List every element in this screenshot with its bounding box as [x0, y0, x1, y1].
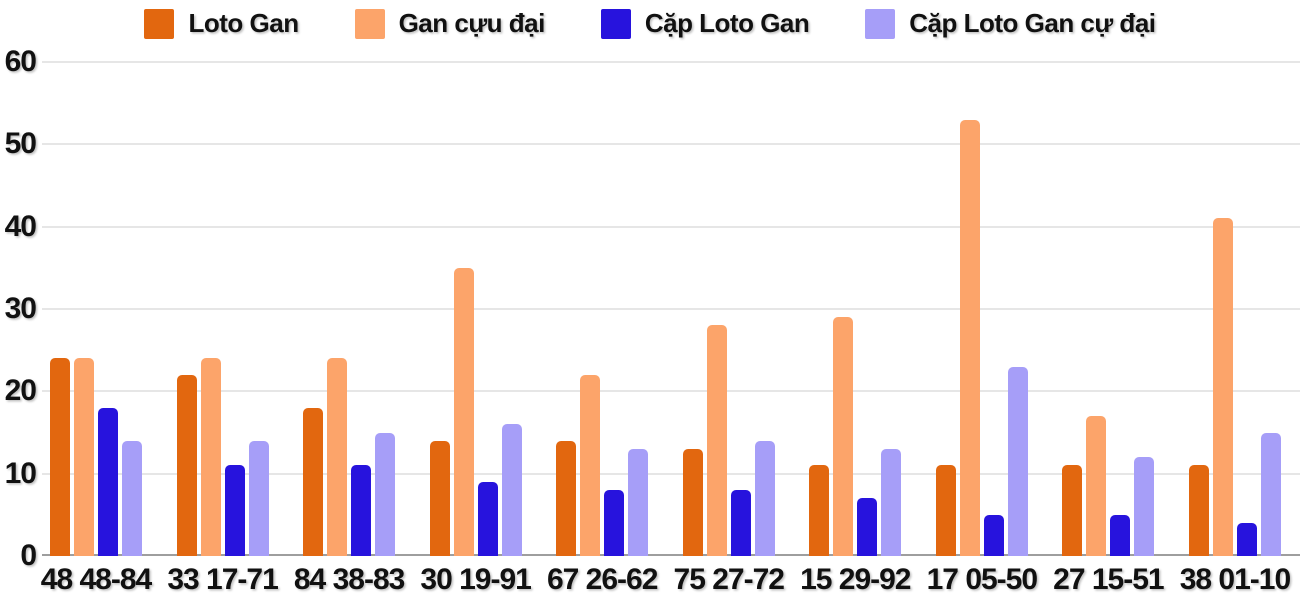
x-tick-label: 84 38-83: [293, 563, 405, 596]
x-axis-line: [42, 554, 1300, 556]
legend-swatch-icon: [144, 8, 175, 39]
y-tick-label: 20: [4, 374, 37, 408]
bar[interactable]: [176, 374, 197, 556]
bar-group: [809, 62, 902, 556]
bar[interactable]: [833, 317, 854, 556]
x-tick-label: 33 17-71: [167, 563, 278, 596]
x-tick-label: 67 26-62: [546, 563, 658, 596]
bar[interactable]: [857, 498, 878, 556]
legend-item[interactable]: Gan cựu đại: [354, 8, 546, 39]
bar[interactable]: [327, 358, 348, 556]
bar[interactable]: [1007, 366, 1028, 556]
bar-group: [50, 62, 142, 556]
bar[interactable]: [983, 514, 1004, 556]
bar-group: [1062, 62, 1155, 556]
bar[interactable]: [556, 440, 577, 556]
x-tick-label: 30 19-91: [420, 563, 531, 596]
bar[interactable]: [1086, 416, 1107, 556]
bar-group: [303, 62, 396, 556]
bar-group: [176, 62, 269, 556]
bar[interactable]: [754, 440, 775, 556]
x-tick-label: 27 15-51: [1053, 563, 1164, 596]
bar[interactable]: [375, 432, 396, 556]
gridline: [42, 472, 1300, 475]
bar[interactable]: [453, 267, 474, 556]
gridline: [42, 308, 1300, 310]
x-tick-label: 15 29-92: [800, 563, 911, 596]
bar[interactable]: [74, 358, 94, 556]
bar[interactable]: [809, 465, 830, 556]
bar[interactable]: [98, 407, 118, 556]
y-tick-label: 60: [4, 45, 37, 78]
gridline: [42, 143, 1300, 146]
legend-item[interactable]: Cặp Loto Gan cự đại: [865, 8, 1156, 39]
x-tick-label: 38 01-10: [1179, 563, 1291, 596]
bar[interactable]: [1236, 523, 1257, 556]
bar-group: [429, 62, 522, 556]
bar[interactable]: [1134, 457, 1155, 556]
legend-item[interactable]: Cặp Loto Gan: [600, 8, 810, 39]
legend-item[interactable]: Loto Gan: [144, 8, 299, 39]
bar[interactable]: [959, 119, 980, 556]
bar[interactable]: [1110, 514, 1131, 556]
bar[interactable]: [730, 490, 751, 556]
bar[interactable]: [706, 325, 727, 556]
bar[interactable]: [429, 440, 450, 556]
y-axis: 0 10 20 30 40 50 60: [0, 45, 37, 572]
bar[interactable]: [224, 465, 245, 556]
legend-label: Loto Gan: [188, 8, 299, 38]
legend-label: Cặp Loto Gan cự đại: [909, 8, 1156, 38]
x-tick-label: 75 27-72: [673, 563, 785, 596]
x-tick-label: 17 05-50: [926, 563, 1038, 596]
bar[interactable]: [628, 448, 649, 556]
legend-label: Gan cựu đại: [398, 8, 546, 38]
bar[interactable]: [351, 465, 372, 556]
bar[interactable]: [248, 440, 269, 556]
bar-groups: [42, 62, 1300, 556]
bar[interactable]: [303, 407, 324, 556]
bar[interactable]: [935, 465, 956, 556]
bar[interactable]: [1212, 218, 1233, 556]
plot-area: [42, 61, 1300, 556]
legend-swatch-icon: [354, 8, 385, 39]
bar-group: [1188, 62, 1281, 556]
gridline: [42, 61, 1300, 63]
bar[interactable]: [682, 448, 703, 556]
y-tick-label: 40: [4, 209, 37, 243]
bar[interactable]: [1188, 465, 1209, 556]
bar[interactable]: [1260, 432, 1281, 556]
bar[interactable]: [604, 490, 625, 556]
legend-label: Cặp Loto Gan: [644, 8, 810, 38]
bar[interactable]: [477, 481, 498, 556]
gridline: [42, 390, 1300, 393]
legend-swatch-icon: [865, 8, 896, 39]
bar-group: [935, 62, 1028, 556]
y-tick-label: 50: [4, 127, 37, 161]
x-axis: 48 48-84 33 17-71 84 38-83 30 19-91 67 26-62…: [40, 563, 1300, 597]
chart-legend: Loto Gan Gan cựu đại Cặp Loto Gan Cặp Loto …: [0, 8, 1300, 39]
legend-swatch-icon: [600, 8, 631, 39]
y-tick-label: 0: [20, 539, 37, 572]
bar[interactable]: [501, 424, 522, 556]
bar[interactable]: [200, 358, 221, 556]
x-tick-label: 48 48-84: [40, 563, 152, 596]
y-tick-label: 10: [4, 456, 37, 490]
gridline: [42, 225, 1300, 228]
y-tick-label: 30: [4, 292, 37, 325]
bar-group: [556, 62, 649, 556]
bar[interactable]: [1062, 465, 1083, 556]
bar[interactable]: [881, 448, 902, 556]
bar[interactable]: [580, 374, 601, 556]
bar[interactable]: [122, 440, 142, 556]
bar-group: [682, 62, 775, 556]
bar[interactable]: [50, 358, 70, 556]
